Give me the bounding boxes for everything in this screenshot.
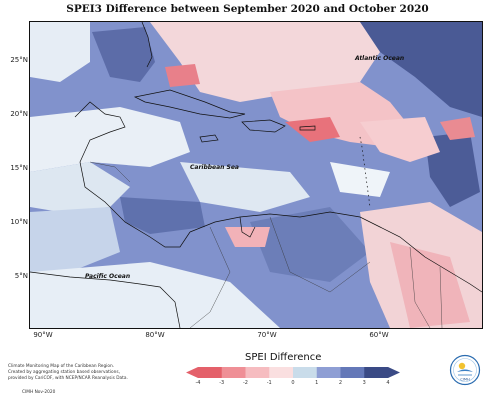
field-neutral-caribbean [180,162,310,212]
legend-tick-label: 1 [315,380,319,386]
field-neutral-central-america [30,162,130,212]
lesser-antilles [359,136,371,208]
pacific-coast [30,271,181,328]
legend-tick-label: -2 [243,380,248,386]
legend-tick-label: -3 [219,380,225,386]
cuba-coast [133,89,246,119]
legend-bin [221,367,246,378]
border-venezuela [269,216,371,293]
field-light-blue-pacific [30,207,120,272]
legend-bin [269,367,294,378]
credit-line: Climate Monitoring Map of the Caribbean … [8,364,115,369]
field-dark-central [120,197,205,234]
cimh-logo-icon: CIMH [449,354,481,386]
lat-label-10n: 10°N [10,218,28,226]
field-pink-venezuela [225,227,270,247]
atlantic-ocean-label: Atlantic Ocean [354,55,404,62]
credit-footer: CIMH Nov-2020 [22,390,56,395]
legend-tick-label: 3 [362,380,366,386]
border-suriname [439,266,443,328]
caribbean-sea-label: Caribbean Sea [190,164,239,171]
coastlines [30,22,482,328]
legend-bin [340,367,365,378]
legend-tick-label: -1 [266,380,272,386]
legend-tick-label: 4 [386,380,390,386]
border-central-america [89,161,131,183]
legend-tick-label: 0 [291,380,295,386]
central-america-coast [74,101,191,248]
legend-title: SPEI Difference [245,352,322,363]
map-panel: Atlantic Ocean Caribbean Sea Pacific Oce… [29,21,483,329]
legend-tick-label: 2 [338,380,343,386]
lat-label-20n: 20°N [10,110,28,118]
lat-label-25n: 25°N [10,56,28,64]
legend-bin [245,367,270,378]
spei-difference-map: Atlantic Ocean Caribbean Sea Pacific Oce… [30,22,482,328]
legend-bin [316,367,341,378]
puerto-rico-coast [299,125,316,131]
legend-arrow-low [186,367,198,378]
pacific-ocean-label: Pacific Ocean [85,273,130,280]
legend-bin [293,367,318,378]
lon-label-70w: 70°W [257,331,277,339]
credit-line: provided by CariCOF, with NCEP/NCAR Rean… [8,375,128,381]
border-colombia [189,226,231,328]
field-neutral-nw [30,22,90,82]
field-neutral-yucatan [30,107,190,172]
legend-bin [198,367,223,378]
hispaniola-coast [241,119,286,133]
lon-label-90w: 90°W [33,331,53,339]
borders [89,161,443,328]
lat-label-15n: 15°N [10,164,28,172]
field-pink-guianas-core [390,242,470,328]
jamaica-coast [199,134,219,143]
field-red-bahamas [165,64,200,87]
legend-bin [364,367,389,378]
field-red-puerto-rico [285,117,340,142]
map-title: SPEI3 Difference between September 2020 … [66,3,429,15]
florida-coast [141,22,153,68]
lat-label-5n: 5°N [14,272,28,280]
field-neutral-east-carib [330,162,390,197]
legend-colorbar [186,367,400,378]
lon-label-80w: 80°W [145,331,165,339]
field-dark-gulf [92,27,155,82]
field-dark-atlantic [360,22,482,117]
credits: Climate Monitoring Map of the Caribbean … [8,364,148,381]
border-guyana [409,246,431,328]
field-pink-antilles [360,117,440,162]
credit-line: Created by aggregating station based obs… [8,369,120,375]
field-dark-south [250,207,370,282]
field-light-pink-north [150,22,380,102]
field-pink-east [440,117,475,140]
lake-maracaibo [239,216,256,238]
logo-text: CIMH [460,378,470,382]
legend-arrow-high [388,367,400,378]
lon-label-60w: 60°W [369,331,389,339]
legend-tick-label: -4 [195,380,201,386]
